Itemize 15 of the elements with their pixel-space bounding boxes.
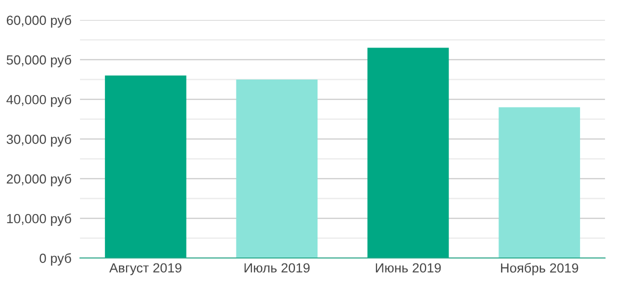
y-tick-label: 60,000 руб bbox=[6, 15, 72, 28]
y-tick-label: 10,000 руб bbox=[7, 213, 72, 226]
x-tick-label: Июнь 2019 bbox=[376, 263, 441, 273]
bar bbox=[498, 107, 580, 258]
y-tick-label: 20,000 руб bbox=[6, 174, 72, 186]
y-tick-label: 30,000 руб bbox=[6, 134, 72, 147]
x-tick-label: Ноябрь 2019 bbox=[501, 262, 578, 276]
bar bbox=[104, 76, 186, 258]
y-tick-label: 40,000 руб bbox=[6, 94, 72, 107]
y-tick-label: 50,000 руб bbox=[6, 54, 72, 68]
y-tick-label: 0 руб bbox=[40, 253, 72, 266]
x-tick-label: Июль 2019 bbox=[244, 263, 310, 273]
bar bbox=[236, 80, 318, 258]
bar bbox=[367, 48, 449, 258]
x-tick-label: Август 2019 bbox=[109, 263, 182, 276]
